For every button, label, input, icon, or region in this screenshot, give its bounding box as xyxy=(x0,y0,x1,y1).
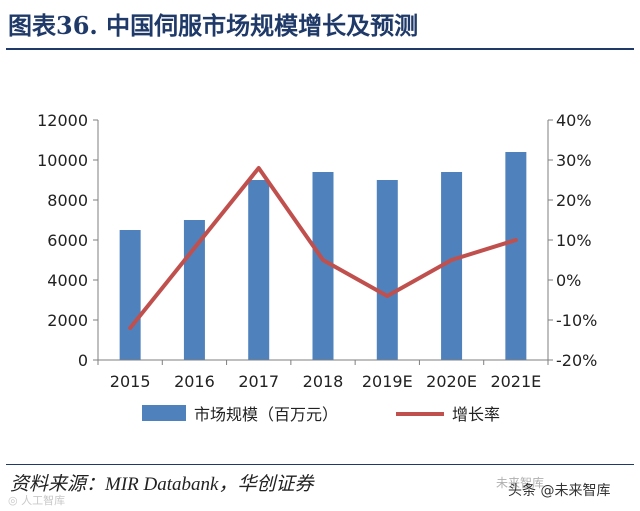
footer-divider xyxy=(6,464,634,465)
x-tick-label: 2016 xyxy=(174,372,215,391)
legend-label-line: 增长率 xyxy=(452,405,500,424)
bar-series xyxy=(119,152,527,360)
chart-legend: 市场规模（百万元） 增长率 xyxy=(142,405,500,424)
left-tick-label: 10000 xyxy=(37,151,88,170)
watermark-right: 头条 @未来智库 xyxy=(508,483,611,499)
x-tick-label: 2018 xyxy=(303,372,344,391)
chart-axes: 0 2000 4000 6000 8000 10000 12000 -20% -10% 0% 10%… xyxy=(37,111,597,391)
growth-point-2016 xyxy=(192,246,196,250)
left-tick-label: 0 xyxy=(78,351,88,370)
growth-point-2015 xyxy=(128,326,132,330)
x-tick-label: 2015 xyxy=(110,372,151,391)
bar-2018 xyxy=(312,172,334,360)
source-note: 资料来源：MIR Databank，华创证券 xyxy=(10,474,314,495)
x-tick-label: 2017 xyxy=(238,372,279,391)
bar-2015 xyxy=(119,230,141,360)
bar-2020E xyxy=(441,172,463,360)
growth-point-2018 xyxy=(321,258,325,262)
combo-chart: 0 2000 4000 6000 8000 10000 12000 -20% -10% 0% 10%… xyxy=(37,111,597,424)
watermark-center: 未来智库 xyxy=(496,476,545,490)
growth-point-2021E xyxy=(514,238,518,242)
x-tick-label: 2020E xyxy=(426,372,477,391)
legend-swatch-bars xyxy=(142,405,186,421)
left-tick-label: 6000 xyxy=(47,231,88,250)
legend-label-bars: 市场规模（百万元） xyxy=(194,405,338,424)
line-series xyxy=(128,166,518,330)
x-tick-label: 2021E xyxy=(490,372,541,391)
x-tick-label: 2019E xyxy=(362,372,413,391)
right-tick-label: 10% xyxy=(556,231,592,250)
left-tick-label: 4000 xyxy=(47,271,88,290)
growth-point-2020E xyxy=(450,258,454,262)
growth-point-2019E xyxy=(385,294,389,298)
right-tick-label: -10% xyxy=(556,311,597,330)
right-tick-label: -20% xyxy=(556,351,597,370)
left-tick-label: 2000 xyxy=(47,311,88,330)
right-tick-label: 40% xyxy=(556,111,592,130)
bar-2017 xyxy=(248,180,270,360)
title-divider xyxy=(6,48,634,50)
right-tick-label: 20% xyxy=(556,191,592,210)
right-tick-label: 30% xyxy=(556,151,592,170)
bar-2019E xyxy=(376,180,398,360)
watermark-left: ◎ 人工智库 xyxy=(8,494,66,507)
right-tick-label: 0% xyxy=(556,271,581,290)
left-tick-label: 12000 xyxy=(37,111,88,130)
growth-point-2017 xyxy=(257,166,261,170)
left-tick-label: 8000 xyxy=(47,191,88,210)
page-title: 图表36. 中国伺服市场规模增长及预测 xyxy=(8,11,419,40)
bar-2021E xyxy=(505,152,527,360)
